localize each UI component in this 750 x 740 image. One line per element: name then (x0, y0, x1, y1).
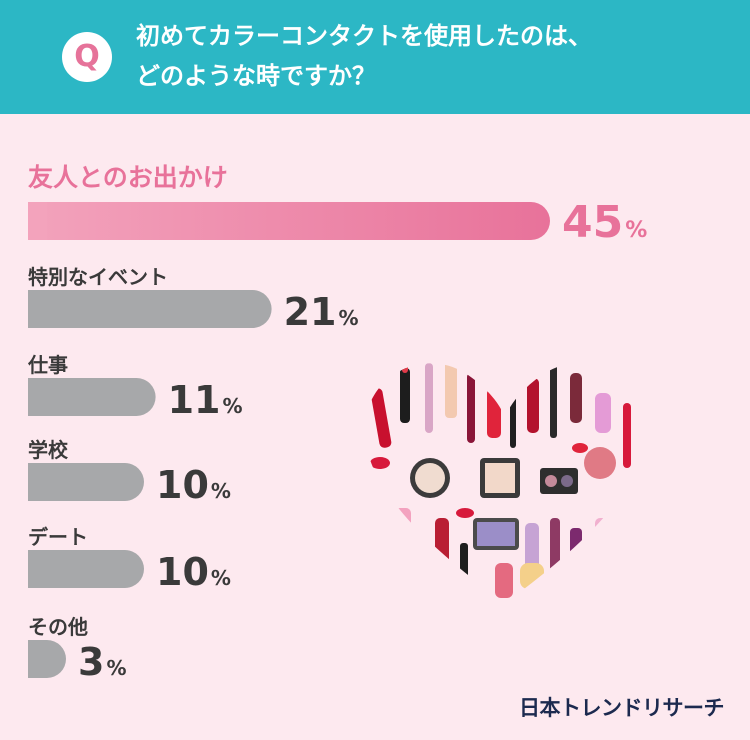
value-label: 3% (78, 640, 127, 684)
cosmetics-heart-illustration (355, 348, 655, 618)
category-label: デート (28, 525, 88, 549)
category-label: その他 (28, 615, 88, 639)
bar-left-edge (28, 463, 47, 501)
question-line-1: 初めてカラーコンタクトを使用したのは、 (136, 22, 592, 50)
value-label: 10% (156, 550, 231, 594)
question-header: Q 初めてカラーコンタクトを使用したのは、 どのような時ですか？ (0, 0, 750, 114)
bar (28, 550, 144, 588)
q-badge: Q (62, 32, 112, 82)
bar-left-edge (28, 290, 47, 328)
value-label: 11% (168, 378, 243, 422)
category-label: 特別なイベント (28, 265, 168, 289)
value-label: 21% (284, 290, 359, 334)
brand-logo: 日本トレンドリサーチ (519, 696, 725, 720)
bar (28, 202, 550, 240)
bar (28, 463, 144, 501)
category-label: 友人とのお出かけ (28, 163, 228, 192)
bar-chart: 友人とのお出かけ 45% 特別なイベント 21 % 仕事 11 % 学校 10 % デート 10 % その他… (27, 163, 647, 684)
value-label: 45% (562, 197, 647, 248)
question-text: 初めてカラーコンタクトを使用したのは、 どのような時ですか？ (136, 16, 736, 96)
bar-left-edge (28, 640, 47, 678)
value-label: 10% (156, 463, 231, 507)
bar-left-edge (28, 550, 47, 588)
bar-left-edge (28, 202, 47, 240)
heart-icon (370, 363, 635, 598)
question-line-2: どのような時ですか？ (136, 62, 376, 90)
bar (28, 378, 156, 416)
category-label: 仕事 (27, 353, 68, 377)
bar (28, 290, 272, 328)
category-label: 学校 (28, 438, 69, 462)
bar-left-edge (28, 378, 47, 416)
